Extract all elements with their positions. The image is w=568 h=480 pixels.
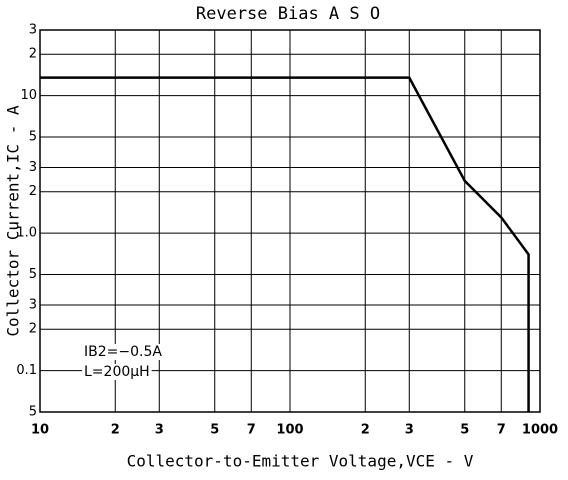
x-tick-label: 5 <box>460 423 469 438</box>
x-tick-label: 7 <box>497 423 506 438</box>
y-tick-label: 5 <box>29 267 37 282</box>
plot-frame <box>39 29 541 413</box>
y-tick-label: 3 <box>29 298 37 313</box>
y-tick-label: 2 <box>29 47 37 62</box>
data-line <box>40 76 530 412</box>
y-tick-label: 2 <box>29 184 37 199</box>
y-tick-label: 0.1 <box>16 363 37 378</box>
y-tick-label: 1.0 <box>16 226 37 241</box>
y-tick-label: 10 <box>20 88 37 103</box>
annotation: L=200μH <box>84 364 150 380</box>
annotation-bg <box>82 344 165 360</box>
y-tick-label: 2 <box>29 322 37 337</box>
y-axis-label: Collector Current,IC - A <box>4 105 23 337</box>
x-tick-label: 3 <box>155 423 164 438</box>
chart-title: Reverse Bias A S O <box>196 4 380 24</box>
x-tick-label: 1000 <box>522 423 558 438</box>
x-axis-label: Collector-to-Emitter Voltage,VCE - V <box>127 452 474 471</box>
annotation: IB2=−0.5A <box>84 344 162 360</box>
x-tick-label: 2 <box>111 423 120 438</box>
x-tick-label: 100 <box>276 423 303 438</box>
x-tick-label: 7 <box>247 423 256 438</box>
x-tick-label: 3 <box>405 423 414 438</box>
x-tick-label: 2 <box>361 423 370 438</box>
y-tick-label: 3 <box>29 23 37 38</box>
x-tick-label: 10 <box>31 423 49 438</box>
y-tick-label: 5 <box>29 405 37 420</box>
annotation-bg <box>82 364 152 380</box>
y-tick-label: 5 <box>29 129 37 144</box>
y-tick-label: 3 <box>29 160 37 175</box>
x-tick-label: 5 <box>210 423 219 438</box>
